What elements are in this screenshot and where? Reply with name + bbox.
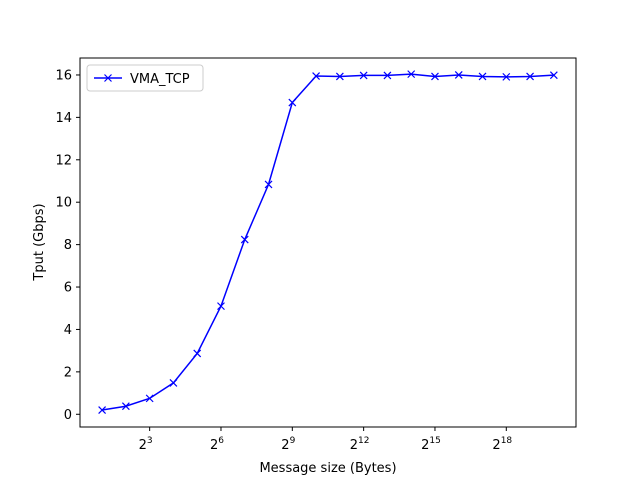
data-point-marker [359, 71, 368, 80]
data-point-marker [407, 70, 416, 79]
data-point-marker [312, 72, 321, 80]
y-tick-label: 14 [55, 111, 72, 126]
y-tick-label: 2 [64, 365, 72, 380]
x-tick-label: 215 [421, 436, 441, 453]
y-tick-group: 0 2 4 6 8 10 12 14 16 [55, 68, 80, 423]
x-tick-label: 212 [350, 436, 370, 453]
legend-label: VMA_TCP [130, 72, 190, 87]
legend-box [86, 64, 204, 92]
data-point-marker [121, 402, 130, 411]
y-axis-title: Tput (Gbps) [32, 203, 47, 281]
plot-frame [79, 57, 577, 428]
data-point-marker [98, 406, 107, 414]
data-point-marker [335, 72, 344, 81]
data-point-marker [526, 72, 534, 81]
data-point-marker [217, 302, 225, 311]
data-point-marker [264, 180, 273, 189]
y-tick-label: 10 [55, 196, 72, 211]
plot-area [80, 58, 576, 427]
legend-x-marker [104, 74, 112, 82]
y-tick-label: 12 [55, 153, 72, 168]
legend: VMA_TCP [86, 64, 204, 92]
y-tick-label: 16 [55, 68, 72, 83]
y-tick-label: 6 [64, 281, 72, 296]
x-tick-label: 218 [492, 436, 512, 453]
y-tick-label: 0 [64, 408, 72, 423]
x-tick-label: 26 [210, 436, 224, 453]
data-point-marker [549, 71, 558, 80]
data-point-marker [383, 71, 392, 80]
y-tick-label: 4 [64, 323, 72, 338]
x-tick-label: 29 [281, 436, 295, 453]
data-point-marker [145, 394, 154, 403]
data-point-marker [478, 72, 487, 81]
x-axis-title: Message size (Bytes) [259, 461, 396, 476]
x-tick-group: 23 26 29 212 215 218 [139, 427, 512, 453]
data-point-marker [431, 72, 439, 81]
data-point-marker [502, 72, 511, 81]
data-point-marker [288, 98, 297, 107]
series-line [101, 73, 554, 411]
data-point-marker [169, 378, 178, 387]
data-point-marker [240, 235, 249, 244]
x-tick-label: 23 [139, 436, 153, 453]
data-point-marker [193, 349, 202, 358]
y-tick-label: 8 [64, 238, 72, 253]
data-point-marker [454, 71, 463, 79]
series-group [98, 70, 558, 414]
